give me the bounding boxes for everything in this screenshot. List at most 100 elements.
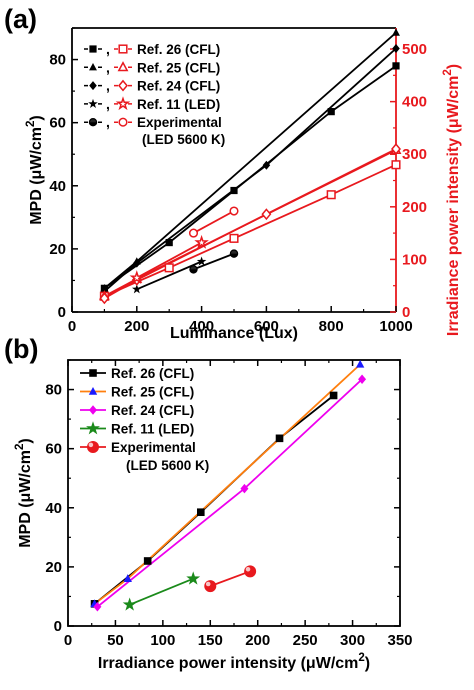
legend-label: Ref. 24 (CFL) [111, 403, 194, 418]
legend-marker-irradiance [118, 79, 128, 92]
legend-separator: , [106, 41, 110, 57]
legend-marker-mpd [88, 117, 98, 127]
x-tick-label: 50 [107, 632, 124, 649]
y2-tick-label: 100 [402, 251, 427, 268]
y-tick-label: 60 [45, 441, 62, 458]
x-tick-label: 100 [150, 632, 175, 649]
x-axis-title: Luminance (Lux) [170, 325, 298, 342]
y-tick-label: 40 [45, 500, 62, 517]
mpd-data-point [230, 186, 238, 195]
y-axis-title-sup: 2 [14, 444, 26, 450]
mpd-data-point [392, 44, 400, 54]
x-tick-label: 800 [319, 318, 344, 335]
legend-separator: , [106, 59, 110, 75]
marker-highlight [205, 581, 211, 587]
y-axis-title-sup: 2 [25, 121, 37, 127]
y-axis-title: MPD (μW/cm2) [14, 438, 34, 548]
y-tick-label: 20 [45, 559, 62, 576]
x-tick-label: 300 [340, 632, 365, 649]
legend: Ref. 26 (CFL) Ref. 25 (CFL) Ref. 24 (CFL) R… [80, 366, 209, 473]
x-axis-title-sup: 2 [358, 652, 364, 664]
x-axis-title-end: ) [365, 655, 370, 672]
series-line [94, 363, 361, 605]
legend-label: Ref. 26 (CFL) [111, 366, 194, 381]
legend-marker-mpd [89, 62, 97, 71]
legend-label: Experimental [111, 440, 196, 455]
legend-label: Ref. 11 (LED) [137, 97, 220, 112]
y2-axis-title: Irradiance power intensity (μW/cm2) [442, 64, 462, 336]
y2-tick-label: 300 [402, 146, 427, 163]
legend: , Ref. 26 (CFL), Ref. 25 (CFL), Ref. 24 (CF… [84, 41, 225, 147]
legend-marker [87, 441, 99, 453]
data-point [123, 574, 132, 582]
y-axis-title: MPD (μW/cm2) [25, 115, 45, 225]
mpd-data-point [262, 160, 271, 170]
data-point [355, 359, 365, 368]
irradiance-data-point [326, 190, 336, 200]
legend-marker-irradiance [117, 61, 129, 72]
legend-marker [88, 386, 98, 395]
mpd-data-point [392, 28, 400, 36]
x-axis-title: Irradiance power intensity (μW/cm2) [98, 652, 370, 672]
legend-marker-irradiance [118, 44, 128, 54]
data-point [204, 580, 217, 593]
y-tick-label: 80 [49, 52, 66, 69]
legend-label: Ref. 25 (CFL) [137, 60, 220, 75]
x-tick-label: 200 [245, 632, 270, 649]
x-tick-label: 400 [189, 318, 214, 335]
y-tick-label: 80 [45, 382, 62, 399]
y-tick-label: 20 [49, 241, 66, 258]
legend-separator: , [106, 78, 110, 94]
legend-label-line2: (LED 5600 K) [142, 132, 225, 147]
irradiance-data-point [261, 208, 272, 221]
irradiance-data-point [229, 233, 239, 243]
irradiance-data-point [129, 270, 145, 285]
mpd-series-line [193, 252, 235, 271]
mpd-series-line [136, 260, 202, 291]
x-axis-title-main: Irradiance power intensity (μW/cm [98, 655, 359, 672]
x-tick-label: 250 [293, 632, 318, 649]
marker-highlight [88, 442, 94, 448]
x-tick-label: 600 [254, 318, 279, 335]
legend-marker-mpd [89, 81, 97, 91]
irradiance-series-line [103, 148, 397, 300]
mpd-series-line [103, 47, 397, 293]
panel-b-chart: (b) 0 50 100 150 200 250 300 350 0 20 40 60 80 Irradia… [4, 334, 413, 672]
legend-separator: , [106, 114, 110, 130]
legend-label: Ref. 11 (LED) [111, 422, 194, 437]
legend-separator: , [106, 96, 110, 112]
y2-tick-label: 0 [402, 304, 410, 321]
mpd-data-point [165, 238, 173, 247]
data-point [275, 434, 284, 443]
x-tick-label: 0 [68, 318, 76, 335]
legend-marker-mpd [88, 98, 98, 108]
legend-label: Ref. 26 (CFL) [137, 42, 220, 57]
x-tick-label: 350 [387, 632, 412, 649]
y2-tick-label: 500 [402, 41, 427, 58]
panel-label: (b) [4, 334, 38, 364]
marker-body [189, 265, 198, 273]
y-axis-title-main: MPD (μW/cm [17, 450, 34, 548]
marker-body [204, 580, 217, 593]
legend-marker-irradiance [115, 96, 131, 111]
marker-body [87, 441, 99, 453]
y2-axis-title-main: Irradiance power intensity (μW/cm [445, 76, 462, 337]
mpd-data-point [132, 284, 142, 294]
series-line [129, 577, 194, 606]
y-tick-label: 0 [58, 304, 66, 321]
y-axis-title-end: ) [28, 115, 45, 120]
legend-marker-mpd [89, 45, 97, 53]
y-tick-label: 40 [49, 178, 66, 195]
irradiance-data-point [99, 292, 110, 305]
series-line [209, 570, 251, 587]
x-axis-title-main: Luminance (Lux) [170, 325, 298, 342]
legend-label: Ref. 24 (CFL) [137, 79, 220, 94]
irradiance-data-point [391, 160, 401, 170]
irradiance-data-point [164, 263, 174, 273]
irradiance-series-line [193, 210, 235, 234]
panel-label: (a) [4, 4, 37, 34]
data-point [329, 391, 338, 400]
legend-marker [89, 405, 97, 415]
irradiance-series-line [136, 241, 203, 279]
